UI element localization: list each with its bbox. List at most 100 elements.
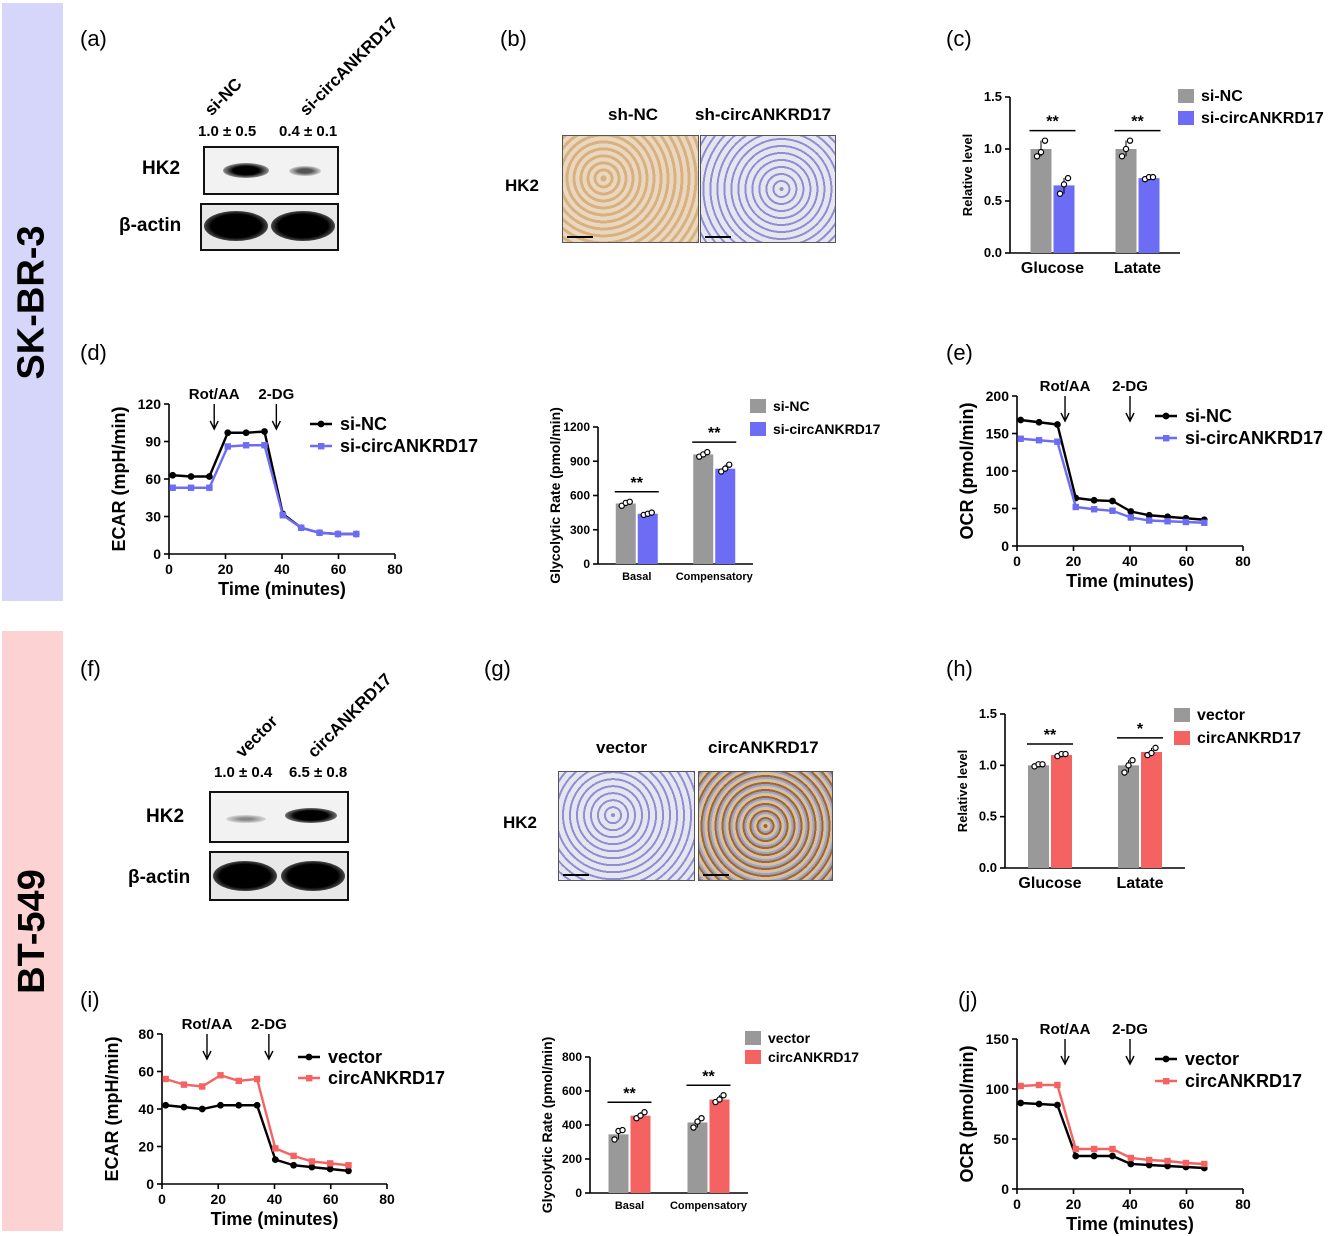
series-point-si-nc <box>1145 511 1153 519</box>
series-point-vector <box>180 1103 188 1111</box>
data-point <box>726 461 733 468</box>
legend-marker-vector <box>305 1053 313 1061</box>
data-point <box>641 1109 648 1116</box>
legend-marker-si-nc <box>1162 412 1170 420</box>
panel-label-f: (f) <box>80 656 101 681</box>
x-tick-label: 40 <box>1122 1196 1138 1212</box>
series-point-vector <box>253 1101 261 1109</box>
category-label-compensatory: Compensatory <box>670 1200 748 1212</box>
quant-vector: 1.0 ± 0.4 <box>214 764 273 781</box>
series-point-si-circankrd17 <box>187 484 195 491</box>
y-tick-label: 1.0 <box>979 757 997 772</box>
series-point-si-circankrd17 <box>206 484 213 491</box>
data-point <box>1060 181 1068 188</box>
blot-row-hk2-f: HK2 <box>146 806 185 827</box>
legend-marker-si-nc <box>317 420 325 428</box>
chart-e-ocr: 0 20 40 60 80 0 50 100 150 200 Time (minutes) OCR (… <box>957 378 1323 591</box>
panel-label-d: (d) <box>80 340 107 365</box>
significance-mark: ** <box>631 475 644 492</box>
series-point-si-nc <box>1127 508 1135 515</box>
x-tick-label: 20 <box>218 561 234 577</box>
panel-label-c: (c) <box>946 26 972 51</box>
quant-circankrd17: 6.5 ± 0.8 <box>289 764 348 781</box>
x-tick-label: 40 <box>274 561 290 577</box>
panel-label-e: (e) <box>946 340 973 365</box>
series-point-si-nc <box>169 471 177 479</box>
annotation-rot-aa: Rot/AA <box>1040 378 1091 395</box>
y-axis-label: OCR (pmol/min) <box>957 1046 977 1183</box>
blot-row-b-actin-f: β-actin <box>128 867 191 888</box>
legend-swatch-vector <box>745 1031 761 1045</box>
bar-si-circankrd17-glucose <box>1053 185 1075 253</box>
y-tick-label: 50 <box>993 501 1009 517</box>
annotation-2-dg: 2-DG <box>1112 1021 1148 1038</box>
lane-label-vector: vector <box>231 711 282 762</box>
annotation-rot-aa: Rot/AA <box>189 386 240 403</box>
series-point-vector <box>217 1101 224 1109</box>
series-point-circankrd17 <box>308 1158 316 1165</box>
annotation-2-dg: 2-DG <box>1112 378 1148 395</box>
panel-label-g: (g) <box>484 656 511 681</box>
bar-circankrd17-compensatory <box>709 1099 730 1193</box>
data-point <box>619 1126 626 1134</box>
category-label-latate: Latate <box>1114 260 1161 277</box>
series-point-circankrd17 <box>345 1162 352 1169</box>
western-blot-b-actin-f <box>209 851 349 901</box>
data-point <box>1039 761 1046 768</box>
y-tick-label: 600 <box>562 1084 582 1098</box>
annotation-rot-aa: Rot/AA <box>1040 1021 1091 1038</box>
series-point-si-nc <box>1035 418 1043 426</box>
legend-marker-si-circankrd17 <box>1163 435 1170 442</box>
series-point-vector <box>162 1101 170 1109</box>
bar-si-nc-basal <box>615 503 636 564</box>
series-line-si-circankrd17 <box>172 444 357 536</box>
category-label-basal: Basal <box>615 1200 644 1212</box>
bt-549-label: BT-549 <box>11 868 53 994</box>
panel-label-b: (b) <box>500 26 527 51</box>
y-tick-label: 0.5 <box>984 193 1002 208</box>
series-point-circankrd17 <box>1017 1082 1024 1090</box>
ihc-row-hk2-g: HK2 <box>503 813 538 832</box>
legend-label-vector: vector <box>768 1030 811 1046</box>
series-point-vector <box>326 1165 334 1173</box>
legend-label-circankrd17: circANKRD17 <box>328 1068 445 1088</box>
bar-vector-latate <box>1118 765 1139 868</box>
legend-marker-circankrd17 <box>1163 1078 1170 1085</box>
series-point-si-circankrd17 <box>1182 518 1190 526</box>
series-point-vector <box>1164 1162 1171 1170</box>
bar-vector-glucose <box>1028 765 1049 868</box>
legend-swatch-si-circankrd17 <box>1178 111 1194 125</box>
panel-label-h: (h) <box>946 656 973 681</box>
ihc-image-vector <box>558 771 695 881</box>
series-point-circankrd17 <box>253 1075 261 1083</box>
bar-si-nc-compensatory <box>693 454 714 564</box>
y-tick-label: 0 <box>153 546 161 562</box>
series-point-circankrd17 <box>162 1075 169 1083</box>
bar-vector-compensatory <box>687 1122 708 1193</box>
series-point-vector <box>1090 1152 1098 1160</box>
series-point-vector <box>1072 1152 1080 1160</box>
significance-mark: ** <box>708 425 721 442</box>
y-tick-label: 0 <box>146 1176 154 1192</box>
y-tick-label: 0.0 <box>984 245 1002 260</box>
y-tick-label: 80 <box>138 1026 154 1042</box>
data-point <box>1126 137 1134 144</box>
significance-mark: ** <box>623 1085 636 1102</box>
series-point-si-circankrd17 <box>1035 437 1043 444</box>
series-point-vector <box>198 1105 206 1113</box>
y-tick-label: 120 <box>138 396 162 412</box>
data-point <box>1129 757 1136 764</box>
series-point-si-circankrd17 <box>261 442 268 449</box>
y-tick-label: 0 <box>1001 538 1009 554</box>
y-tick-label: 0.5 <box>979 809 997 824</box>
bar-vector-basal <box>608 1134 629 1193</box>
series-point-vector <box>1053 1101 1061 1109</box>
series-point-si-nc <box>205 473 213 480</box>
legend-label-vector: vector <box>1185 1049 1239 1069</box>
series-point-circankrd17 <box>272 1145 279 1152</box>
bar-circankrd17-glucose <box>1051 755 1072 868</box>
category-label-glucose: Glucose <box>1021 260 1084 277</box>
annotation-rot-aa: Rot/AA <box>182 1016 233 1033</box>
data-point <box>698 1114 705 1122</box>
legend-marker-si-circankrd17 <box>318 443 325 450</box>
